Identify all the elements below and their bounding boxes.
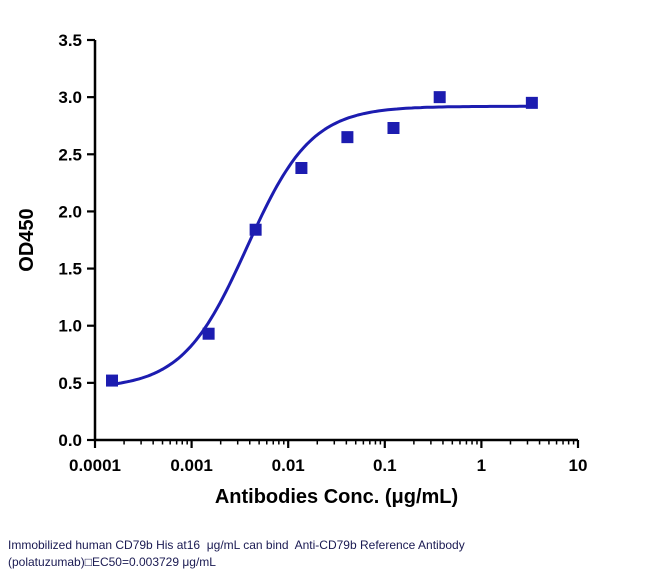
- data-point: [295, 162, 308, 174]
- data-point: [249, 223, 262, 236]
- y-tick-label: 3.5: [58, 31, 82, 50]
- data-point: [341, 131, 354, 144]
- caption-line-1: Immobilized human CD79b His at16 μg/mL c…: [8, 538, 465, 552]
- dose-response-chart: 0.0 0.5 1.0 1.5 2.0 2.5 3.0 3.5 0.0001 0.001 0.01 0…: [16, 31, 588, 508]
- y-tick-label: 2.0: [58, 202, 82, 221]
- fit-curve: [111, 104, 532, 386]
- figure-caption: Immobilized human CD79b His at16 μg/mL c…: [8, 537, 465, 570]
- data-point: [106, 374, 119, 387]
- data-point: [202, 327, 215, 340]
- x-tick-label: 1: [477, 456, 486, 475]
- y-tick-label: 0.5: [58, 374, 82, 393]
- y-tick-label: 1.5: [58, 260, 82, 279]
- y-tick-label: 3.0: [58, 88, 82, 107]
- x-tick-label: 10: [569, 456, 588, 475]
- data-point: [433, 91, 446, 104]
- data-point: [387, 122, 400, 134]
- x-tick-label: 0.1: [373, 456, 397, 475]
- x-tick-label: 0.01: [272, 456, 305, 475]
- y-tick-label: 0.0: [58, 431, 82, 450]
- y-tick-label: 1.0: [58, 317, 82, 336]
- x-tick-label: 0.001: [170, 456, 213, 475]
- y-axis-title: OD450: [16, 208, 38, 271]
- x-tick-label: 0.0001: [69, 456, 121, 475]
- data-point: [525, 96, 538, 109]
- x-axis-title: Antibodies Conc. (μg/mL): [215, 486, 458, 508]
- y-tick-label: 2.5: [58, 145, 82, 164]
- caption-line-2: (polatuzumab)□EC50=0.003729 μg/mL: [8, 554, 216, 569]
